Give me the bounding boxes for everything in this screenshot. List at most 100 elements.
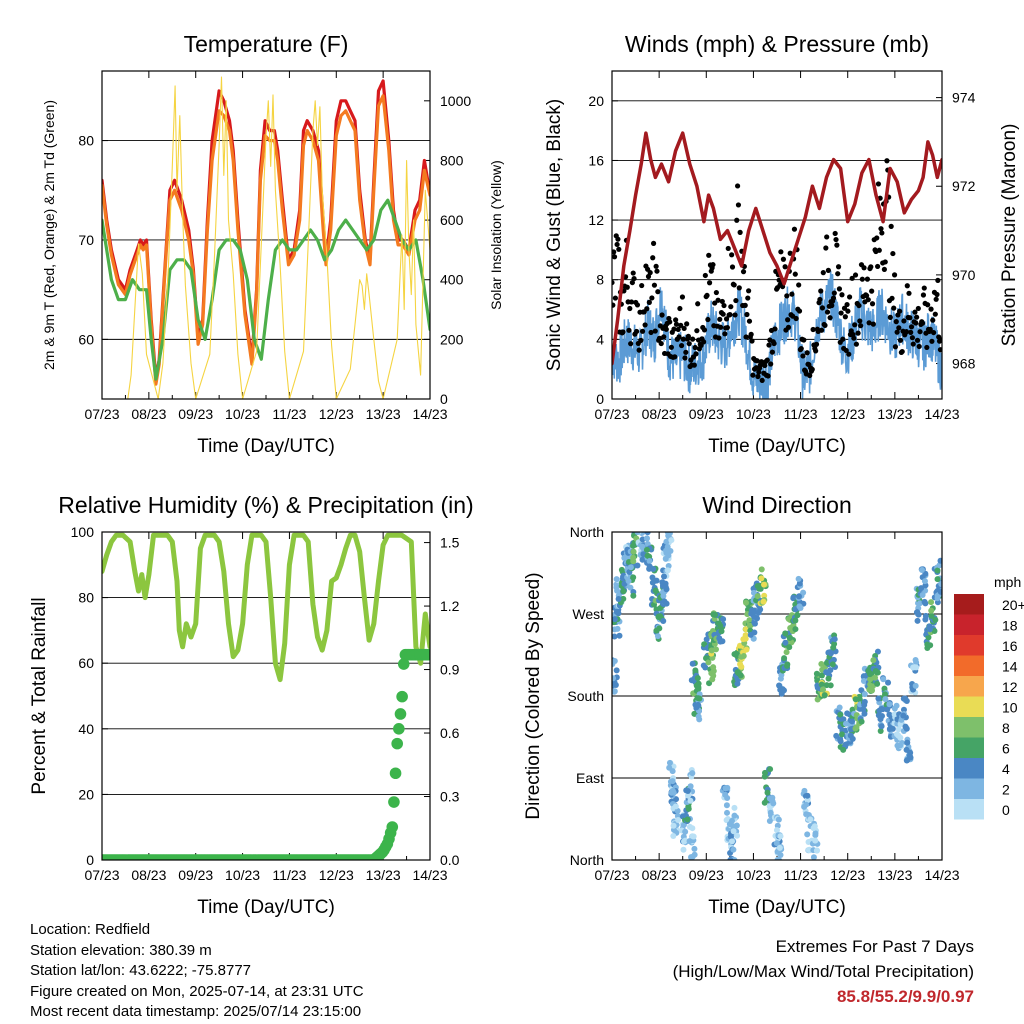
wind_direction-xtick-label: 13/23 [877,867,912,883]
wind_direction-point [842,720,849,727]
wind_direction-point [733,822,740,829]
winds-gust-point [612,295,618,301]
wind_direction-point [903,697,910,704]
wind_direction-point [877,728,884,735]
wind_direction-point [729,838,736,845]
wind_direction-point [903,746,910,753]
wind_direction-point [781,655,788,662]
winds-gust-point [934,291,940,298]
temperature-xtick-label: 09/23 [178,406,213,422]
winds-gust-point [897,308,903,314]
winds-gust-point [732,312,738,318]
wind_direction-point [919,567,926,574]
wind_direction-legend-swatch [954,799,984,820]
winds-y2tick-label: 968 [952,356,976,372]
winds-gust-point [646,299,652,305]
winds-xtick-label: 11/23 [784,406,818,422]
wind_direction-point [821,692,828,699]
winds-gust-point [667,319,673,325]
wind_direction-point [922,600,929,607]
temperature-chart: Temperature (F) 60 70 80 07/23 08/23 09/23 10/2… [41,31,504,457]
winds-gust-point [830,295,837,301]
wind_direction-legend-swatch [954,676,984,697]
winds-gust-point [784,293,790,299]
wind_direction-point [625,578,632,585]
wind_direction-point [885,679,892,686]
winds-gust-point [869,301,876,307]
winds-gust-point [612,254,618,260]
wind_direction-point [792,626,799,633]
winds-gust-point [713,289,719,296]
winds-gust-point [630,270,636,276]
humidity-y2tick-label: 0.9 [440,662,460,678]
wind_direction-point [829,661,836,668]
temperature-y2tick-label: 0 [440,391,448,407]
wind_direction-point [755,609,762,616]
winds-gust-point [824,309,831,315]
wind_direction-point [643,535,650,542]
winds-gust-point [800,353,806,359]
wind_direction-point [827,682,834,689]
wind_direction-point [639,543,646,550]
winds-gust-point [663,326,669,332]
wind_direction-point [670,789,677,796]
wind_direction-point [685,803,692,810]
winds-gust-point [723,316,730,322]
wind_direction-ytick-label: North [570,852,604,868]
winds-gust-point [693,351,699,357]
winds-gust-point [719,298,725,305]
wind_direction-xtick-label: 11/23 [784,867,818,883]
wind_direction-point [776,682,783,689]
wind_direction-point [831,636,838,643]
winds-gust-point [683,349,689,355]
wind_direction-point [661,573,668,580]
wind_direction-point [812,830,819,837]
wind_direction-point [663,600,670,607]
winds-gust-point [771,340,777,347]
winds-gust-point [913,320,919,326]
wind_direction-point [794,612,801,619]
winds-gust-point [704,292,710,299]
winds-gust-point [891,305,897,311]
temperature-y2tick-label: 800 [440,152,464,168]
wind_direction-point [782,639,789,646]
wind_direction-xtick-label: 08/23 [642,867,677,883]
winds-gust-point [720,311,726,317]
winds-gust-point [897,337,904,343]
winds-gust-point [721,302,727,309]
winds-gust-point [906,290,912,296]
wind_direction-point [612,626,618,633]
wind_direction-ylabel: Direction (Colored By Speed) [523,572,544,819]
wind_direction-xtick-label: 10/23 [736,867,771,883]
wind_direction-point [778,690,785,697]
winds-gust-point [819,305,826,311]
winds-gust-point [612,279,615,286]
temperature-xtick-label: 08/23 [131,406,166,422]
winds-xlabel: Time (Day/UTC) [708,436,846,457]
winds-gust-point [820,270,826,276]
winds-gust-point [614,241,620,248]
humidity-precip-point [393,723,405,735]
winds-gust-point [624,284,630,290]
wind_direction-point [672,803,679,810]
winds-gust-point [896,325,902,331]
winds-gust-point [740,269,747,275]
humidity-title: Relative Humidity (%) & Precipitation (i… [58,492,473,518]
winds-gust-point [772,326,778,332]
winds-gust-point [818,327,825,333]
winds-gust-point [843,347,849,354]
winds-gust-point [655,289,661,295]
wind_direction-point [663,547,670,554]
winds-chart: Winds (mph) & Pressure (mb) 0 4 8 12 16 20 07/2… [544,31,1020,457]
wind_direction-legend: mph 20+ 18 16 14 12 10 8 6 4 2 0 [954,574,1024,820]
winds-gust-point [857,318,863,324]
wind_direction-point [788,639,795,646]
wind_direction-point [705,659,712,666]
winds-gust-point [678,342,685,349]
wind_direction-point [670,832,677,839]
winds-y2tick-label: 970 [952,267,976,283]
wind_direction-point [868,670,875,677]
winds-gust-point [793,315,799,322]
wind_direction-point [613,667,620,674]
